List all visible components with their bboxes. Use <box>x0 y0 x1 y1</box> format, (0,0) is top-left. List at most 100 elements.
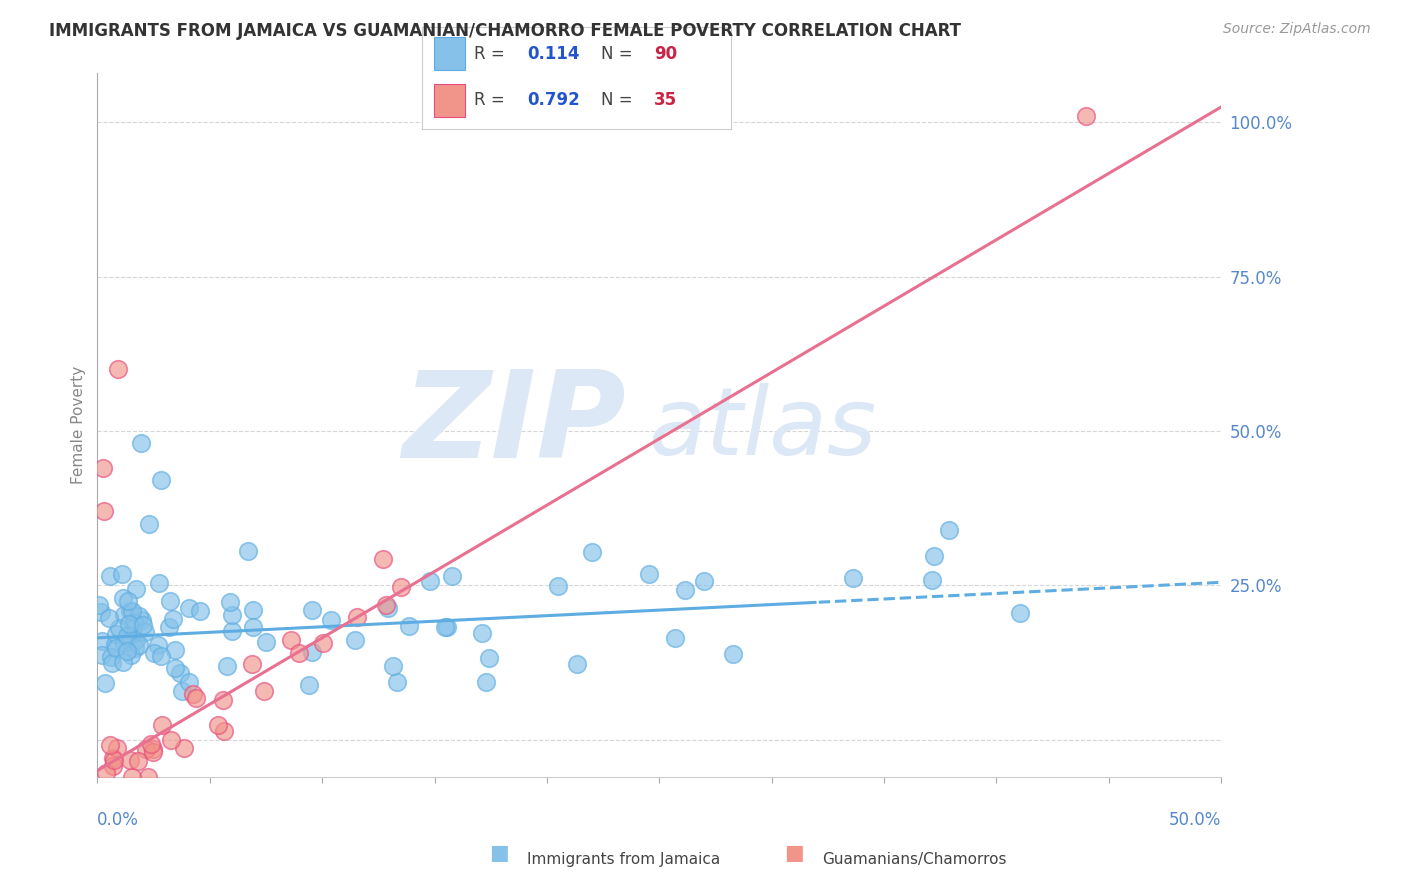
Point <box>91 461 114 475</box>
Point <box>90 634 112 648</box>
Point <box>381 658 404 673</box>
Point <box>131 613 153 627</box>
Point <box>253 683 276 698</box>
Point <box>150 648 173 663</box>
Point <box>117 593 139 607</box>
Point <box>98 569 121 583</box>
Point <box>101 657 124 671</box>
Text: N =: N = <box>602 91 633 109</box>
Point <box>121 621 143 635</box>
Point <box>129 436 152 450</box>
Point <box>101 758 124 772</box>
Text: N =: N = <box>602 45 633 63</box>
Text: R =: R = <box>474 91 505 109</box>
Point <box>148 576 170 591</box>
Point <box>172 684 194 698</box>
Text: 0.114: 0.114 <box>527 45 579 63</box>
Text: Source: ZipAtlas.com: Source: ZipAtlas.com <box>1223 22 1371 37</box>
Point <box>107 362 129 376</box>
Point <box>142 741 165 756</box>
Point <box>97 610 120 624</box>
Point <box>184 690 207 705</box>
Point <box>103 750 125 764</box>
Point <box>150 474 173 488</box>
Point <box>120 753 142 767</box>
Text: IMMIGRANTS FROM JAMAICA VS GUAMANIAN/CHAMORRO FEMALE POVERTY CORRELATION CHART: IMMIGRANTS FROM JAMAICA VS GUAMANIAN/CHA… <box>49 22 962 40</box>
Point <box>162 612 184 626</box>
Point <box>120 648 142 662</box>
Point <box>117 644 139 658</box>
Point <box>377 600 399 615</box>
Point <box>1076 109 1098 123</box>
Point <box>125 632 148 647</box>
Point <box>118 604 141 618</box>
Point <box>128 638 150 652</box>
Point <box>127 754 149 768</box>
Point <box>103 753 125 767</box>
Point <box>136 770 159 784</box>
Point <box>179 675 201 690</box>
Point <box>138 516 160 531</box>
Point <box>124 641 146 656</box>
Text: Immigrants from Jamaica: Immigrants from Jamaica <box>527 852 720 867</box>
Point <box>104 637 127 651</box>
Point <box>107 621 129 635</box>
Point <box>693 574 716 588</box>
Point <box>128 609 150 624</box>
Text: 0.792: 0.792 <box>527 91 579 109</box>
Point <box>207 718 229 732</box>
Point <box>387 675 409 690</box>
Point <box>112 655 135 669</box>
Point <box>117 616 139 631</box>
Point <box>142 646 165 660</box>
Point <box>319 613 342 627</box>
Point <box>280 632 302 647</box>
Point <box>842 571 865 585</box>
Point <box>211 693 233 707</box>
Point <box>664 631 686 645</box>
Point <box>121 770 143 784</box>
Point <box>242 619 264 633</box>
Point <box>433 620 456 634</box>
Point <box>150 718 173 732</box>
FancyBboxPatch shape <box>434 84 465 117</box>
Point <box>298 678 321 692</box>
Point <box>93 504 115 518</box>
Point <box>1010 606 1032 620</box>
Point <box>436 620 458 634</box>
Point <box>547 579 569 593</box>
Point <box>157 620 180 634</box>
Point <box>236 543 259 558</box>
Point <box>478 650 501 665</box>
Point <box>924 549 946 563</box>
Text: R =: R = <box>474 45 505 63</box>
Text: 50.0%: 50.0% <box>1168 811 1222 829</box>
Point <box>142 745 165 759</box>
Point <box>121 604 143 618</box>
Point <box>221 624 243 638</box>
Point <box>938 523 960 537</box>
FancyBboxPatch shape <box>434 37 465 70</box>
Point <box>637 567 659 582</box>
Point <box>375 598 398 612</box>
Point <box>301 603 323 617</box>
Point <box>254 635 277 649</box>
Point <box>112 636 135 650</box>
Point <box>105 740 128 755</box>
Text: ■: ■ <box>785 843 804 863</box>
Point <box>169 665 191 680</box>
Point <box>104 641 127 656</box>
Point <box>177 600 200 615</box>
Point <box>160 733 183 747</box>
Point <box>215 659 238 673</box>
Point <box>135 742 157 756</box>
Point <box>165 643 187 657</box>
Point <box>242 603 264 617</box>
Point <box>441 569 464 583</box>
Text: 35: 35 <box>654 91 676 109</box>
Point <box>139 737 162 751</box>
Point <box>96 766 118 780</box>
Point <box>98 739 121 753</box>
Point <box>146 638 169 652</box>
Point <box>371 552 394 566</box>
